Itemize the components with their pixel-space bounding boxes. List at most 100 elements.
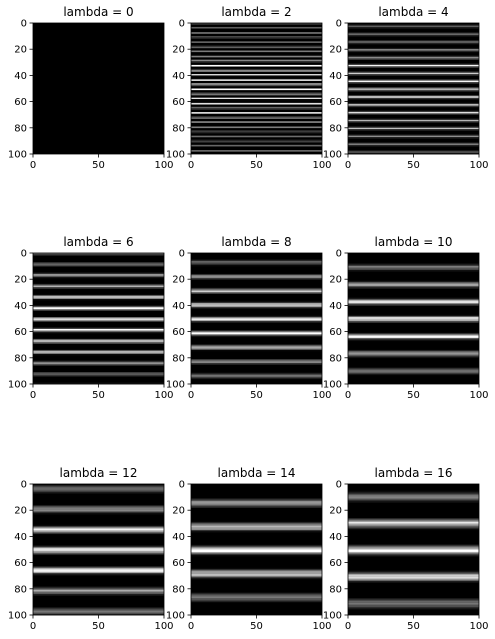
x-tick-label: 0 [345,390,351,401]
heatmap-row [348,372,479,374]
heatmap-row [191,264,322,267]
heatmap-row [33,510,164,512]
x-tick-label: 100 [312,621,331,632]
heatmap-row [191,305,322,308]
heatmap-row [191,121,322,123]
heatmap-row [348,607,479,609]
heatmap-row [191,144,322,147]
y-tick-label: 60 [172,327,185,338]
heatmap-row [191,569,322,571]
heatmap-row [348,104,479,106]
heatmap-row [191,304,322,306]
heatmap-row [33,591,164,594]
y-tick-label: 40 [329,301,342,312]
heatmap-row [191,504,322,507]
heatmap-row [191,301,322,304]
heatmap-row [348,366,479,369]
heatmap-row [33,339,164,342]
heatmap-row [348,601,479,604]
heatmap-row [33,338,164,340]
heatmap-row [33,571,164,574]
heatmap-row [348,518,479,520]
y-tick-label: 60 [329,558,342,569]
heatmap-row [33,546,164,549]
heatmap-row [191,549,322,552]
heatmap-row [191,600,322,603]
heatmap-row [348,287,479,289]
x-tick-label: 50 [92,621,105,632]
heatmap-row [348,81,479,84]
heatmap-row [33,319,164,322]
heatmap-row [33,570,164,573]
heatmap-row [191,23,322,25]
heatmap-row [33,490,164,493]
heatmap-row [191,287,322,289]
heatmap-row [191,277,322,280]
heatmap-row [191,289,322,292]
y-tick-label: 20 [329,506,342,517]
x-tick-label: 100 [154,390,173,401]
heatmap-row [191,130,322,133]
heatmap-row [348,315,479,318]
y-tick-label: 80 [172,123,185,134]
heatmap-row [33,308,164,310]
heatmap-row [348,89,479,92]
heatmap-row [191,548,322,550]
heatmap-row [191,373,322,376]
heatmap-row [348,368,479,370]
heatmap-row [348,71,479,74]
heatmap-row [191,68,322,71]
heatmap-row [191,372,322,374]
heatmap-row [191,131,322,134]
y-tick-label: 20 [329,45,342,56]
heatmap-row [33,287,164,289]
heatmap-row [33,340,164,343]
heatmap-row [348,64,479,67]
heatmap-row [33,552,164,554]
heatmap-row [33,532,164,535]
y-tick-label: 20 [172,275,185,286]
y-tick-label: 20 [329,275,342,286]
heatmap-row [33,360,164,363]
heatmap-row [348,63,479,66]
heatmap-row [191,499,322,502]
heatmap-row [191,84,322,87]
heatmap-row [33,352,164,355]
heatmap-row [33,363,164,365]
heatmap-row [348,490,479,493]
heatmap-row [33,317,164,319]
heatmap-row [191,98,322,101]
heatmap-row [348,26,479,29]
heatmap-row [191,523,322,525]
heatmap-row [348,520,479,523]
heatmap-row [348,264,479,267]
heatmap-row [348,297,479,300]
x-tick-label: 100 [469,390,488,401]
heatmap-row [348,580,479,583]
y-tick-label: 60 [172,97,185,108]
heatmap-row [191,502,322,504]
heatmap-row [191,361,322,364]
heatmap-row [191,527,322,529]
heatmap-row [191,332,322,335]
heatmap-row [348,574,479,576]
heatmap-row [191,545,322,548]
heatmap-row [191,571,322,574]
heatmap-row [191,347,322,349]
heatmap-row [348,110,479,113]
heatmap-row [348,304,479,306]
heatmap-row [33,506,164,508]
subplot-title: lambda = 4 [378,5,448,19]
heatmap-row [191,521,322,524]
y-tick-label: 40 [172,532,185,543]
heatmap-row [348,119,479,122]
heatmap-row [191,317,322,319]
heatmap-row [191,524,322,527]
heatmap-row [191,150,322,152]
x-tick-label: 0 [345,621,351,632]
heatmap-row [191,531,322,533]
